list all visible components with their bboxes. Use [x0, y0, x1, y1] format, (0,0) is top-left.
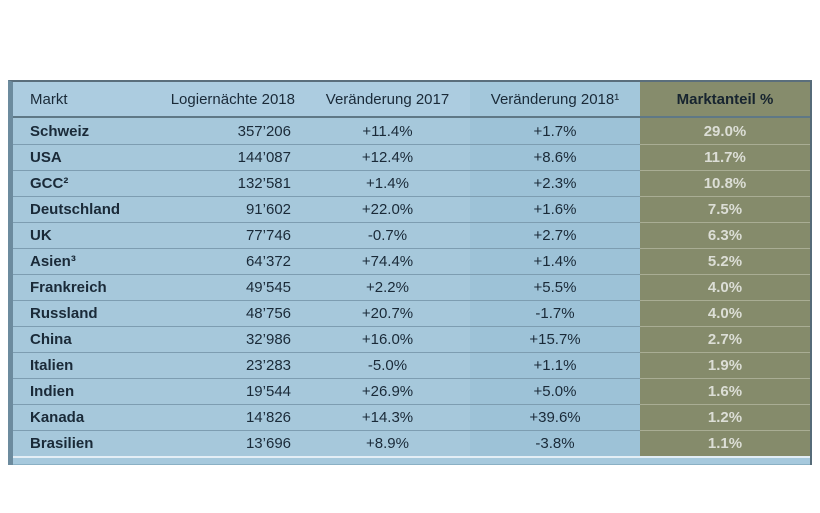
change-2017-cell: +14.3% [305, 404, 470, 430]
table-row: Indien 19’544 +26.9% +5.0% 1.6% [13, 378, 810, 404]
change-2018-cell: -3.8% [470, 430, 640, 456]
change-2017-cell: +12.4% [305, 144, 470, 170]
table-row: Russland 48’756 +20.7% -1.7% 4.0% [13, 300, 810, 326]
market-cell: Indien [13, 378, 163, 404]
table-row: Frankreich 49’545 +2.2% +5.5% 4.0% [13, 274, 810, 300]
share-cell: 1.2% [640, 404, 810, 430]
table-row: Schweiz 357’206 +11.4% +1.7% 29.0% [13, 118, 810, 144]
change-2018-cell: +5.0% [470, 378, 640, 404]
change-2017-cell: +11.4% [305, 118, 470, 144]
table-row: GCC² 132’581 +1.4% +2.3% 10.8% [13, 170, 810, 196]
market-cell: China [13, 326, 163, 352]
market-share-table: Markt Logiernächte 2018 Veränderung 2017… [8, 80, 812, 465]
col-header-veraenderung-2017: Veränderung 2017 [305, 82, 470, 116]
share-cell: 10.8% [640, 170, 810, 196]
nights-cell: 132’581 [163, 170, 305, 196]
table-row: USA 144’087 +12.4% +8.6% 11.7% [13, 144, 810, 170]
change-2018-cell: -1.7% [470, 300, 640, 326]
change-2017-cell: +8.9% [305, 430, 470, 456]
market-cell: GCC² [13, 170, 163, 196]
share-cell: 6.3% [640, 222, 810, 248]
share-cell: 5.2% [640, 248, 810, 274]
change-2017-cell: +22.0% [305, 196, 470, 222]
change-2018-cell: +1.1% [470, 352, 640, 378]
nights-cell: 64’372 [163, 248, 305, 274]
table-row: Deutschland 91’602 +22.0% +1.6% 7.5% [13, 196, 810, 222]
table-bottom-strip [13, 456, 810, 465]
share-cell: 4.0% [640, 300, 810, 326]
share-cell: 1.6% [640, 378, 810, 404]
share-cell: 1.9% [640, 352, 810, 378]
market-cell: UK [13, 222, 163, 248]
change-2018-cell: +2.3% [470, 170, 640, 196]
market-cell: Kanada [13, 404, 163, 430]
table-row: Italien 23’283 -5.0% +1.1% 1.9% [13, 352, 810, 378]
nights-cell: 48’756 [163, 300, 305, 326]
change-2018-cell: +1.7% [470, 118, 640, 144]
nights-cell: 13’696 [163, 430, 305, 456]
col-header-logiernaechte-2018: Logiernächte 2018 [163, 82, 305, 116]
share-cell: 29.0% [640, 118, 810, 144]
table-body: Schweiz 357’206 +11.4% +1.7% 29.0% USA 1… [13, 118, 810, 456]
share-cell: 4.0% [640, 274, 810, 300]
nights-cell: 14’826 [163, 404, 305, 430]
col-header-markt: Markt [13, 82, 163, 116]
share-cell: 7.5% [640, 196, 810, 222]
market-cell: Brasilien [13, 430, 163, 456]
col-header-marktanteil: Marktanteil % [640, 82, 810, 116]
change-2018-cell: +5.5% [470, 274, 640, 300]
nights-cell: 32’986 [163, 326, 305, 352]
table-row: China 32’986 +16.0% +15.7% 2.7% [13, 326, 810, 352]
market-cell: Asien³ [13, 248, 163, 274]
change-2017-cell: +16.0% [305, 326, 470, 352]
nights-cell: 23’283 [163, 352, 305, 378]
table-row: Brasilien 13’696 +8.9% -3.8% 1.1% [13, 430, 810, 456]
market-cell: Italien [13, 352, 163, 378]
change-2017-cell: -0.7% [305, 222, 470, 248]
market-cell: Frankreich [13, 274, 163, 300]
nights-cell: 19’544 [163, 378, 305, 404]
change-2017-cell: -5.0% [305, 352, 470, 378]
share-cell: 2.7% [640, 326, 810, 352]
table-row: Asien³ 64’372 +74.4% +1.4% 5.2% [13, 248, 810, 274]
nights-cell: 91’602 [163, 196, 305, 222]
change-2018-cell: +2.7% [470, 222, 640, 248]
market-cell: USA [13, 144, 163, 170]
change-2017-cell: +2.2% [305, 274, 470, 300]
change-2017-cell: +20.7% [305, 300, 470, 326]
market-cell: Schweiz [13, 118, 163, 144]
nights-cell: 77’746 [163, 222, 305, 248]
change-2017-cell: +74.4% [305, 248, 470, 274]
market-cell: Deutschland [13, 196, 163, 222]
change-2017-cell: +26.9% [305, 378, 470, 404]
change-2017-cell: +1.4% [305, 170, 470, 196]
col-header-veraenderung-2018: Veränderung 2018¹ [470, 82, 640, 116]
change-2018-cell: +1.6% [470, 196, 640, 222]
change-2018-cell: +15.7% [470, 326, 640, 352]
table-row: UK 77’746 -0.7% +2.7% 6.3% [13, 222, 810, 248]
table-header-row: Markt Logiernächte 2018 Veränderung 2017… [13, 82, 810, 118]
market-cell: Russland [13, 300, 163, 326]
table-row: Kanada 14’826 +14.3% +39.6% 1.2% [13, 404, 810, 430]
nights-cell: 144’087 [163, 144, 305, 170]
change-2018-cell: +39.6% [470, 404, 640, 430]
change-2018-cell: +1.4% [470, 248, 640, 274]
share-cell: 1.1% [640, 430, 810, 456]
change-2018-cell: +8.6% [470, 144, 640, 170]
share-cell: 11.7% [640, 144, 810, 170]
nights-cell: 357’206 [163, 118, 305, 144]
nights-cell: 49’545 [163, 274, 305, 300]
